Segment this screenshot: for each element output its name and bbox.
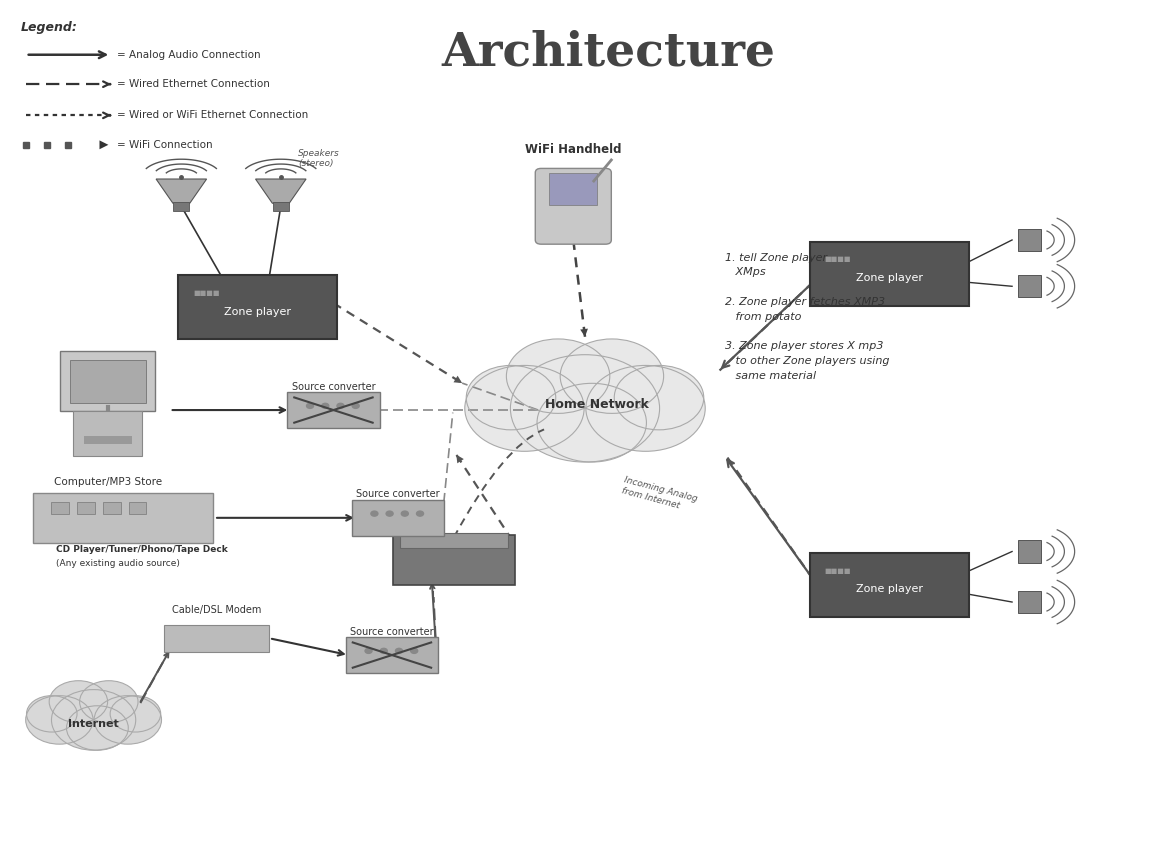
Text: ■■■■: ■■■■ [193,290,220,296]
Text: Legend:: Legend: [21,21,78,34]
FancyBboxPatch shape [346,637,439,673]
Text: = WiFi Connection: = WiFi Connection [117,140,213,150]
Circle shape [51,690,136,750]
Circle shape [586,365,706,451]
FancyBboxPatch shape [1018,275,1041,297]
Circle shape [26,695,94,744]
FancyBboxPatch shape [352,500,445,536]
FancyBboxPatch shape [70,360,145,403]
Text: Zone player: Zone player [855,584,923,594]
Circle shape [560,339,663,413]
Text: 1. tell Zone player
   XMps

2. Zone player fetches XMP3
   from potato

3. Zone: 1. tell Zone player XMps 2. Zone player … [725,253,890,381]
FancyBboxPatch shape [1018,591,1041,613]
Text: Home Network: Home Network [545,397,648,411]
Circle shape [466,365,556,429]
Circle shape [67,706,129,750]
Circle shape [380,648,387,653]
FancyBboxPatch shape [1018,229,1041,251]
FancyBboxPatch shape [33,493,213,543]
Text: Source converter: Source converter [291,381,376,392]
Text: Cable/DSL Modem: Cable/DSL Modem [172,605,261,615]
Circle shape [365,648,372,653]
FancyBboxPatch shape [287,392,379,428]
Circle shape [464,365,584,451]
Circle shape [307,403,314,408]
Text: = Wired Ethernet Connection: = Wired Ethernet Connection [117,79,270,89]
FancyBboxPatch shape [129,502,146,514]
Text: ■■■■: ■■■■ [825,256,852,263]
Text: Hub/N.E.: Hub/N.E. [433,589,475,600]
FancyBboxPatch shape [61,351,154,411]
Text: Speakers
(stereo): Speakers (stereo) [298,149,340,168]
Text: Incoming Analog
from Internet: Incoming Analog from Internet [620,476,698,514]
FancyBboxPatch shape [73,411,143,456]
Text: ■■■■: ■■■■ [825,568,852,574]
Text: Zone player: Zone player [855,273,923,283]
FancyBboxPatch shape [1018,541,1041,562]
Text: Architecture: Architecture [441,29,776,76]
Text: WiFi Handheld: WiFi Handheld [525,143,621,156]
Circle shape [337,403,344,408]
Circle shape [417,511,424,516]
Text: Source converter: Source converter [356,489,440,499]
Text: Zone player: Zone player [223,306,291,317]
Circle shape [386,511,393,516]
Circle shape [507,339,610,413]
FancyBboxPatch shape [84,436,132,444]
Circle shape [510,354,660,462]
Text: Source converter: Source converter [350,626,434,637]
Polygon shape [156,179,207,203]
Circle shape [27,695,77,732]
Circle shape [49,680,108,722]
FancyBboxPatch shape [400,534,508,547]
FancyBboxPatch shape [77,502,95,514]
FancyBboxPatch shape [164,625,268,652]
FancyBboxPatch shape [51,502,69,514]
Circle shape [537,383,647,462]
Circle shape [395,648,402,653]
Polygon shape [255,179,307,203]
Circle shape [94,695,161,744]
Text: = Wired or WiFi Ethernet Connection: = Wired or WiFi Ethernet Connection [117,110,308,120]
Circle shape [80,680,138,722]
Circle shape [411,648,418,653]
FancyBboxPatch shape [178,275,337,339]
FancyBboxPatch shape [810,553,969,617]
FancyBboxPatch shape [393,536,515,584]
FancyBboxPatch shape [273,202,289,211]
Circle shape [322,403,329,408]
Circle shape [401,511,408,516]
FancyBboxPatch shape [810,242,969,306]
Text: Computer/MP3 Store: Computer/MP3 Store [54,477,161,487]
FancyBboxPatch shape [173,202,190,211]
Circle shape [614,365,704,429]
FancyBboxPatch shape [550,173,597,205]
Text: CD Player/Tuner/Phono/Tape Deck: CD Player/Tuner/Phono/Tape Deck [56,545,228,554]
FancyBboxPatch shape [103,502,121,514]
Circle shape [352,403,359,408]
Circle shape [110,695,160,732]
Text: = Analog Audio Connection: = Analog Audio Connection [117,50,261,60]
Text: (Any existing audio source): (Any existing audio source) [56,559,180,568]
Circle shape [371,511,378,516]
FancyBboxPatch shape [535,168,611,244]
Text: Internet: Internet [68,719,119,729]
